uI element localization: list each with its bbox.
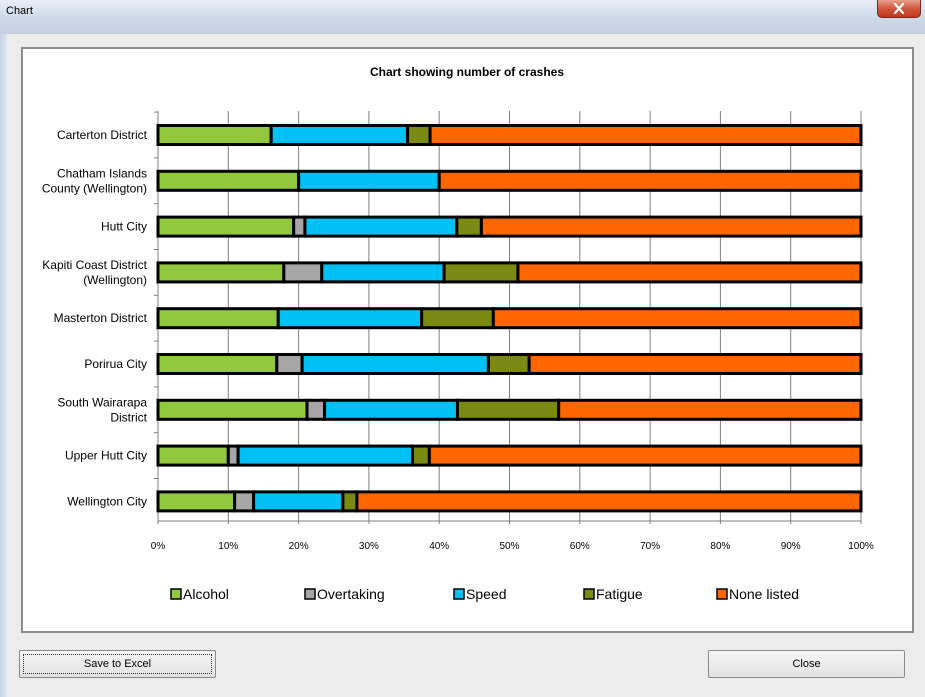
- bar-segment-none-listed: [491, 307, 863, 330]
- legend-swatch: [453, 588, 465, 600]
- bar-segment-none-listed: [428, 124, 863, 146]
- x-tick-label: 10%: [218, 541, 238, 552]
- bar-segment-speed: [303, 215, 459, 238]
- bar-segment-alcohol: [156, 124, 273, 146]
- focus-rectangle: [23, 654, 212, 674]
- category-label: South Wairarapa: [57, 395, 147, 409]
- legend-swatch: [170, 588, 182, 600]
- bar-segment-speed: [276, 307, 424, 330]
- title-bar[interactable]: Chart: [0, 0, 925, 35]
- bar-segment-alcohol: [156, 261, 286, 284]
- category-label: Porirua City: [84, 357, 147, 371]
- bar-segment-none-listed: [437, 169, 863, 192]
- x-tick-label: 50%: [499, 541, 519, 552]
- bar-segment-alcohol: [156, 307, 280, 330]
- close-icon: [893, 3, 905, 14]
- x-tick-label: 0%: [151, 541, 166, 552]
- x-tick-label: 80%: [710, 541, 730, 552]
- legend-swatch: [716, 588, 728, 600]
- bar-segment-speed: [323, 398, 459, 421]
- bar-segment-fatigue: [455, 398, 561, 421]
- bar-segment-speed: [269, 124, 410, 146]
- category-label: Chatham Islands: [57, 166, 147, 180]
- x-tick-label: 60%: [570, 541, 590, 552]
- bar-segment-none-listed: [355, 490, 863, 513]
- bar-segment-overtaking: [233, 490, 256, 513]
- bar-segment-fatigue: [341, 490, 359, 513]
- x-tick-label: 70%: [640, 541, 660, 552]
- bar-segment-speed: [236, 444, 414, 467]
- legend-label: Fatigue: [596, 586, 643, 602]
- bar-segment-alcohol: [156, 444, 230, 467]
- bar-segment-overtaking: [275, 353, 304, 375]
- bar-segment-fatigue: [420, 307, 495, 330]
- chart-frame: Chart showing number of crashes 0% 10% 20% 3…: [21, 47, 914, 633]
- bar-segment-speed: [320, 261, 446, 284]
- bar-segment-none-listed: [557, 398, 863, 421]
- bar-segment-overtaking: [282, 261, 324, 284]
- bar-segment-overtaking: [305, 398, 327, 421]
- window-title: Chart: [6, 5, 33, 17]
- category-label: Carterton District: [57, 128, 148, 142]
- bar-segment-speed: [297, 169, 441, 192]
- category-label: District: [110, 410, 147, 424]
- bar-segment-speed: [252, 490, 345, 513]
- bar-segment-fatigue: [410, 444, 431, 467]
- close-button[interactable]: Close: [708, 650, 905, 678]
- window-close-button[interactable]: [877, 0, 921, 18]
- bar-segment-none-listed: [527, 353, 863, 375]
- legend-swatch: [583, 588, 595, 600]
- bar-segment-none-listed: [479, 215, 863, 238]
- bar-segment-none-listed: [516, 261, 863, 284]
- legend-label: Speed: [466, 586, 506, 602]
- chart-title: Chart showing number of crashes: [370, 65, 564, 79]
- bar-segment-speed: [300, 353, 490, 375]
- bar-segment-alcohol: [156, 398, 309, 421]
- save-to-excel-label: Save to Excel: [83, 658, 152, 670]
- bar-segment-fatigue: [406, 124, 432, 146]
- category-label: Kapiti Coast District: [42, 258, 147, 272]
- window-left-edge: [0, 34, 7, 697]
- legend-swatch: [304, 588, 316, 600]
- close-button-label: Close: [792, 658, 821, 670]
- bar-segment-alcohol: [156, 490, 237, 513]
- bar-segment-fatigue: [486, 353, 531, 375]
- bar-segment-none-listed: [427, 444, 863, 467]
- bar-segment-alcohol: [156, 169, 301, 192]
- x-tick-label: 90%: [781, 541, 801, 552]
- category-label: (Wellington): [83, 273, 147, 287]
- legend-label: Overtaking: [317, 586, 385, 602]
- bar-segment-fatigue: [442, 261, 520, 284]
- category-label: County (Wellington): [42, 181, 147, 195]
- save-to-excel-button[interactable]: Save to Excel: [19, 650, 216, 678]
- legend-label: None listed: [729, 586, 799, 602]
- category-label: Upper Hutt City: [65, 449, 147, 463]
- bar-segment-alcohol: [156, 215, 296, 238]
- bar-segment-fatigue: [455, 215, 483, 238]
- x-tick-label: 100%: [848, 541, 874, 552]
- x-tick-label: 40%: [429, 541, 449, 552]
- category-label: Wellington City: [67, 494, 147, 508]
- x-tick-label: 30%: [359, 541, 379, 552]
- bar-segment-alcohol: [156, 353, 279, 375]
- category-label: Hutt City: [101, 220, 147, 234]
- crash-chart: Chart showing number of crashes 0% 10% 20% 3…: [42, 65, 874, 602]
- window-client-area: Chart showing number of crashes 0% 10% 20% 3…: [7, 34, 925, 697]
- category-label: Masterton District: [54, 311, 148, 325]
- x-tick-label: 20%: [289, 541, 309, 552]
- legend-label: Alcohol: [183, 586, 229, 602]
- bar-segment-overtaking: [292, 215, 307, 238]
